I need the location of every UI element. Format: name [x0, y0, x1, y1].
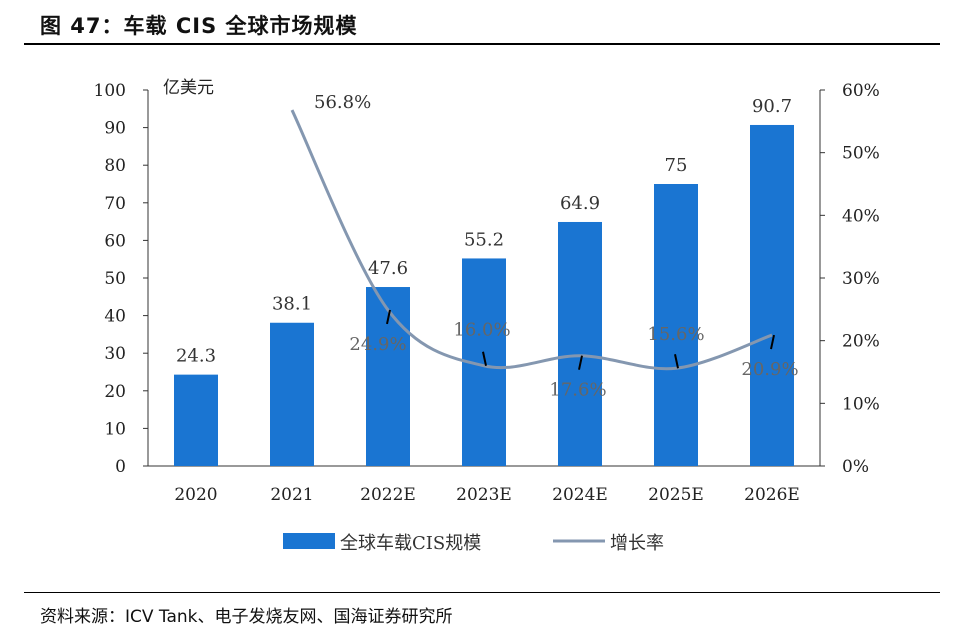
label-leader-line [578, 355, 583, 370]
source-note: 资料来源：ICV Tank、电子发烧友网、国海证券研究所 [40, 607, 453, 627]
y-tick-label: 20 [104, 382, 126, 402]
y-tick-label: 0 [115, 457, 126, 477]
y2-tick-label: 0% [842, 457, 869, 477]
y2-tick-label: 30% [842, 269, 880, 289]
figure-title: 图 47：车载 CIS 全球市场规模 [40, 14, 358, 38]
bar [558, 221, 602, 466]
y2-tick-label: 20% [842, 332, 880, 352]
x-tick-label: 2022E [360, 485, 416, 505]
source-rule [24, 592, 940, 593]
x-tick-label: 2025E [648, 485, 704, 505]
y-tick-label: 100 [94, 81, 126, 101]
bar [750, 124, 794, 466]
y-tick-label: 30 [104, 344, 126, 364]
bar [174, 374, 218, 466]
growth-rate-label: 16.0% [453, 320, 510, 341]
bar-value-label: 24.3 [176, 346, 216, 367]
growth-rate-label: 17.6% [549, 380, 606, 401]
label-leader-line [770, 334, 775, 350]
bar [654, 184, 698, 466]
y2-tick-label: 10% [842, 394, 880, 414]
growth-line [290, 109, 773, 371]
y2-tick-label: 50% [842, 144, 880, 164]
growth-rate-label: 20.9% [741, 359, 798, 380]
y2-tick-label: 60% [842, 81, 880, 101]
x-tick-label: 2020 [174, 485, 217, 505]
label-leader-line [482, 351, 487, 366]
bar-value-label: 64.9 [560, 193, 600, 214]
title-rule [24, 43, 940, 45]
bar-value-label: 55.2 [464, 229, 504, 250]
y2-tick-label: 40% [842, 206, 880, 226]
y-unit-label: 亿美元 [163, 78, 214, 98]
legend-bar-swatch [283, 533, 335, 549]
bar [366, 287, 410, 466]
y-tick-label: 50 [104, 269, 126, 289]
label-leader-line [386, 309, 391, 325]
y-tick-label: 80 [104, 156, 126, 176]
y-tick-label: 90 [104, 119, 126, 139]
label-leader-line [674, 354, 679, 369]
y-tick-label: 40 [104, 307, 126, 327]
y-tick-label: 10 [104, 419, 126, 439]
growth-rate-label: 24.9% [349, 334, 406, 355]
bar-value-label: 38.1 [272, 294, 312, 315]
y-tick-label: 70 [104, 194, 126, 214]
growth-rate-label: 56.8% [314, 92, 371, 113]
x-tick-label: 2026E [744, 485, 800, 505]
bar-value-label: 47.6 [368, 258, 408, 279]
legend-bar-label: 全球车载CIS规模 [340, 533, 481, 554]
x-tick-label: 2023E [456, 485, 512, 505]
bar-value-label: 75 [665, 155, 688, 176]
chart: 0 10 20 30 40 50 60 70 80 90 100 0% 10% 20% 30% 40% 50% 6… [94, 78, 880, 554]
y-tick-label: 60 [104, 231, 126, 251]
growth-rate-label: 15.6% [647, 324, 704, 345]
x-tick-label: 2024E [552, 485, 608, 505]
bar [270, 322, 314, 466]
x-tick-label: 2021 [270, 485, 313, 505]
legend-line-label: 增长率 [610, 533, 664, 554]
bar-value-label: 90.7 [752, 96, 792, 117]
